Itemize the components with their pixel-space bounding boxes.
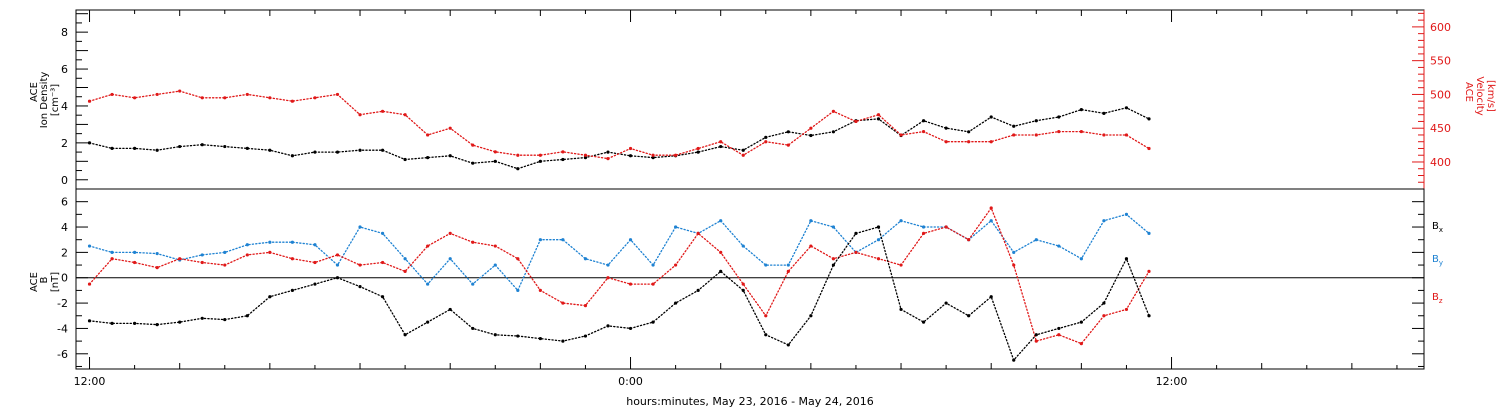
bottom-left-tick-label: 0 (61, 272, 68, 285)
x-tick-label: 12:00 (1156, 375, 1188, 388)
top-left-tick-label: 8 (61, 26, 68, 39)
legend-bz-sub: z (1439, 297, 1443, 305)
ion-density-series-point (561, 157, 565, 162)
legend-bz-main: B (1432, 292, 1439, 303)
legend-bx-main: B (1432, 221, 1439, 232)
legend-bz: Bz (1432, 292, 1443, 305)
ion-density-series-point (245, 146, 249, 151)
velocity-series-line (88, 90, 1150, 160)
top-left-tick-label: 2 (61, 137, 68, 150)
x-axis-title: hours:minutes, May 23, 2016 - May 24, 20… (626, 395, 874, 408)
bx-series-point (110, 321, 114, 325)
velocity-series-point (1079, 129, 1083, 134)
velocity-series-point (133, 96, 137, 100)
velocity-series-point (380, 109, 385, 113)
top-right-tick-label: 400 (1430, 156, 1451, 169)
bottom-left-tick-label: 6 (61, 196, 68, 209)
bottom-left-tick-label: -6 (57, 348, 68, 361)
top-panel-frame (75, 9, 1425, 190)
x-axis: 12:00 0:00 12:00 (74, 10, 1398, 388)
bz-series-line (88, 206, 1150, 345)
top-right-tick-label: 500 (1430, 88, 1451, 101)
top-right-tick-label: 600 (1430, 21, 1451, 34)
bottom-left-tick-label: -4 (57, 322, 68, 335)
by-series-line (88, 213, 1150, 292)
ion-density-series-line (88, 107, 1150, 170)
ion-density-series-point (809, 133, 813, 138)
top-right-tick-label: 550 (1430, 55, 1451, 68)
bottom-panel: -6 -4 -2 0 2 4 6 (57, 188, 1425, 370)
top-left-tick-label: 6 (61, 63, 68, 76)
bottom-left-tick-label: -2 (57, 297, 68, 310)
velocity-series-point (223, 96, 227, 100)
top-left-tick-label: 0 (61, 174, 68, 187)
legend-bx-sub: x (1439, 226, 1443, 234)
ion-density-series-point (335, 150, 340, 154)
bx-series-point (538, 336, 542, 341)
bottom-left-tick-label: 2 (61, 246, 68, 259)
bottom-ylabel-line1: ACE (29, 272, 40, 292)
legend-by-sub: y (1439, 259, 1443, 267)
bottom-panel-frame (75, 188, 1425, 370)
top-left-ylabel-line2: Ion Density (39, 72, 50, 129)
by-series-point (1147, 231, 1151, 235)
labels: ACE Ion Density [cm⁻³] ACE Velocity [km/… (29, 72, 1496, 408)
ion-density-series-point (426, 156, 430, 160)
top-left-ylabel-line1: ACE (29, 82, 40, 102)
velocity-series-point (290, 99, 295, 103)
bottom-ylabel-line2: B (39, 276, 50, 283)
bottom-ylabel-line3: [nT] (50, 272, 61, 292)
bx-series-line (88, 226, 1150, 362)
top-right-ylabel-line2: Velocity (1474, 76, 1485, 115)
x-tick-label: 12:00 (74, 375, 106, 388)
legend-by-main: B (1432, 254, 1439, 265)
top-right-ylabel-line3: [km/s] (1485, 80, 1496, 112)
legend-by: By (1432, 254, 1443, 267)
top-right-tick-label: 450 (1430, 122, 1451, 135)
top-left-ylabel-line3: [cm⁻³] (50, 84, 61, 116)
x-tick-label: 0:00 (618, 375, 643, 388)
bottom-left-tick-label: 4 (61, 221, 68, 234)
bx-series-point (178, 320, 182, 324)
top-left-tick-label: 4 (61, 100, 68, 113)
top-panel: 0 2 4 6 8 400 450 500 550 600 (61, 9, 1451, 190)
top-right-ylabel-line1: ACE (1463, 82, 1474, 102)
legend-bx: Bx (1432, 221, 1443, 234)
